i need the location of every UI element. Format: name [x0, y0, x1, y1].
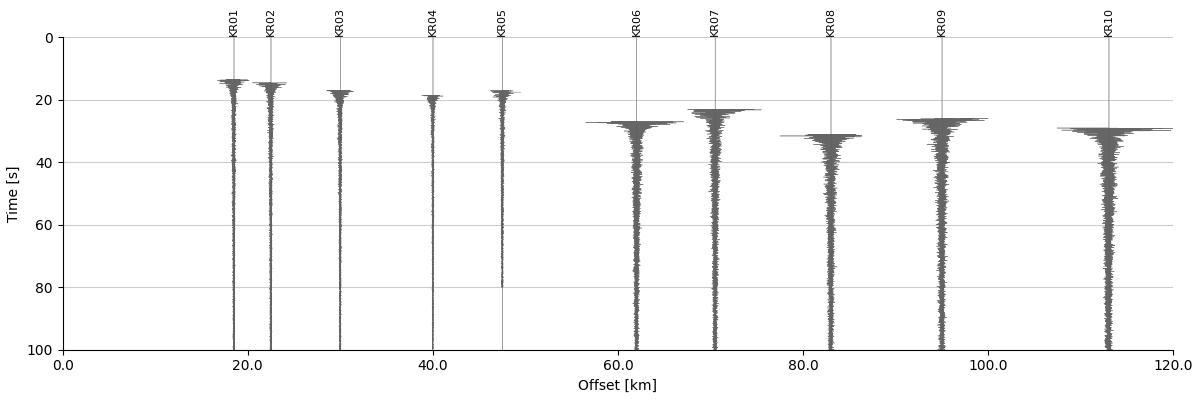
Y-axis label: Time [s]: Time [s]: [7, 165, 20, 222]
X-axis label: Offset [km]: Offset [km]: [578, 379, 658, 393]
